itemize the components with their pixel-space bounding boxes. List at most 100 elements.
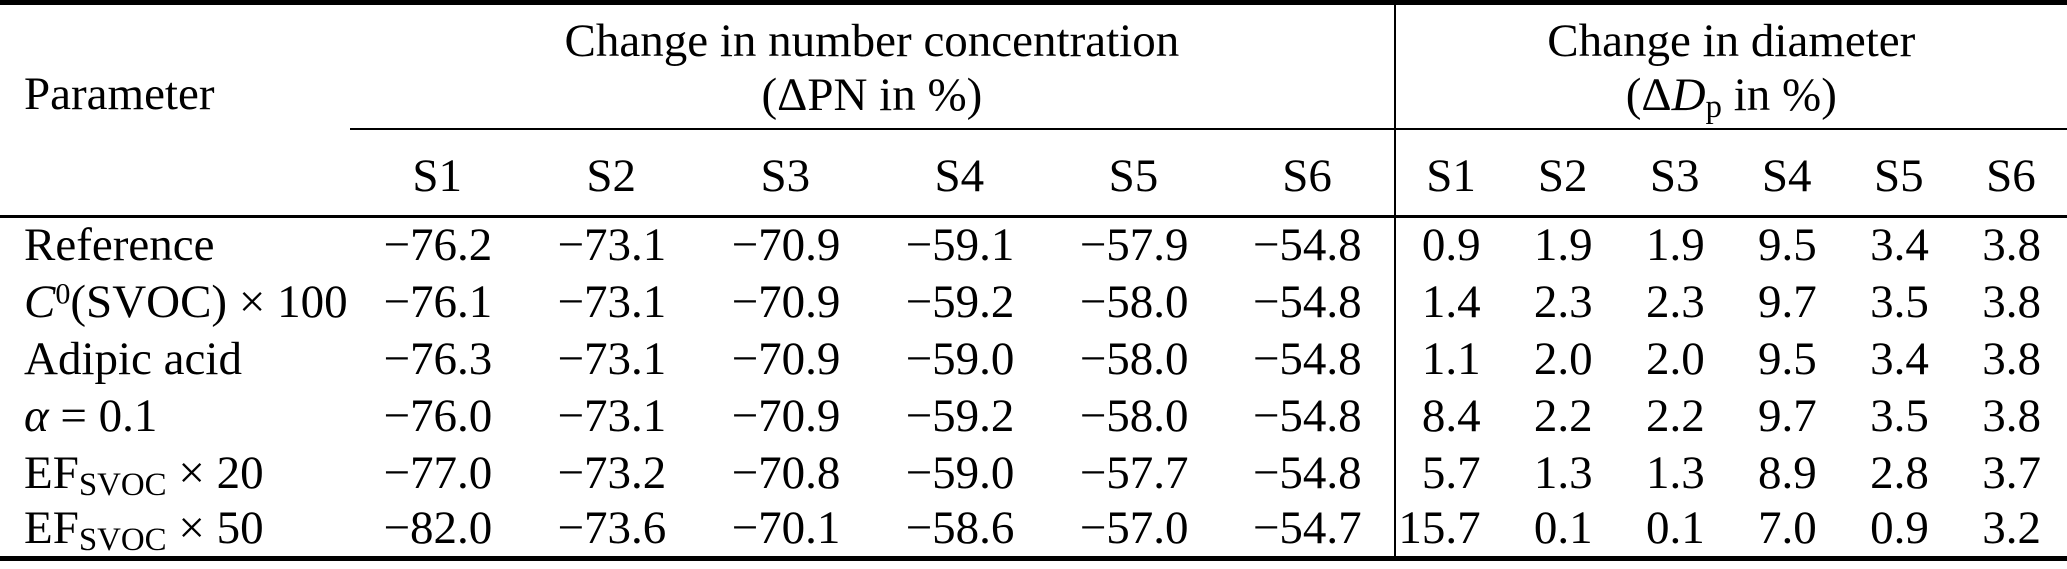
cell-dp-s6: 3.8 xyxy=(1982,389,2041,442)
cell-dp-s4: 9.5 xyxy=(1730,215,1843,274)
group-header-number-concentration-title: Change in number concentration xyxy=(564,15,1180,68)
cell-dp-s6: 3.8 xyxy=(1982,332,2041,385)
cell-dp-s3: 1.9 xyxy=(1618,215,1731,274)
cell-pn-s1: −76.2 xyxy=(350,215,525,274)
cell-pn-s1: −76.0 xyxy=(383,389,493,442)
cell-dp-s5: 0.9 xyxy=(1870,502,1929,555)
cell-dp-s4: 9.7 xyxy=(1758,389,1817,442)
cell-pn-s6: −54.7 xyxy=(1252,502,1362,555)
cell-dp-s5: 3.5 xyxy=(1870,389,1929,442)
cell-pn-s6: −54.8 xyxy=(1252,275,1362,328)
subcol-header-pn-s2: S2 xyxy=(586,150,637,203)
cell-dp-s2: 1.3 xyxy=(1533,446,1593,499)
subcol-header-dp-s3: S3 xyxy=(1649,150,1700,203)
group-header-number-concentration: Change in number concentration (ΔPN in %… xyxy=(350,2,1395,130)
subcol-header-dp-s2: S2 xyxy=(1537,150,1588,203)
cell-pn-s2: −73.1 xyxy=(557,332,667,385)
subcol-header-pn-s6: S6 xyxy=(1282,150,1332,203)
subcol-header-pn-s5: S5 xyxy=(1108,150,1159,203)
cell-dp-s5: 3.4 xyxy=(1842,215,1955,274)
cell-dp-s5: 2.8 xyxy=(1870,446,1929,499)
cell-dp-s5: 3.4 xyxy=(1870,332,1929,385)
cell-dp-s3: 1.3 xyxy=(1645,446,1705,499)
cell-pn-s5: −58.0 xyxy=(1079,389,1189,442)
cell-dp-s1: 1.4 xyxy=(1393,273,1507,331)
group-header-diameter-title: Change in diameter xyxy=(1547,15,1916,68)
cell-dp-s3: 2.0 xyxy=(1645,332,1705,385)
cell-pn-s4: −59.2 xyxy=(905,389,1015,442)
cell-dp-s1: 8.4 xyxy=(1393,387,1507,445)
cell-dp-s3: 0.1 xyxy=(1645,502,1705,555)
subcol-header-pn-s4: S4 xyxy=(934,150,985,203)
cell-pn-s1: −82.0 xyxy=(383,502,493,555)
cell-pn-s4: −59.0 xyxy=(905,446,1015,499)
group-header-diameter: Change in diameter (ΔDp in %) xyxy=(1393,2,2067,130)
column-header-parameter: Parameter xyxy=(24,68,215,120)
cell-pn-s5: −58.0 xyxy=(1079,332,1189,385)
table-row: Reference −76.2 −73.1 −70.9 −59.1 −57.9 −54.8 0… xyxy=(0,215,2067,274)
cell-dp-s6: 3.7 xyxy=(1982,446,2041,499)
cell-dp-s2: 0.1 xyxy=(1533,502,1593,555)
table-body: Reference −76.2 −73.1 −70.9 −59.1 −57.9 −54.8 0… xyxy=(0,215,2067,559)
row-label: EFSVOC × 50 xyxy=(24,502,264,559)
subcol-header-dp-s1: S1 xyxy=(1393,128,1507,217)
table-row: Adipic acid −76.3 −73.1 −70.9 −59.0 −58.0 −54.… xyxy=(0,330,2067,388)
table-row: EFSVOC × 20 −77.0 −73.2 −70.8 −59.0 −57.7 −54.… xyxy=(0,444,2067,503)
cell-dp-s2: 2.0 xyxy=(1533,332,1593,385)
table-row: C0(SVOC) × 100 −76.1 −73.1 −70.9 −59.2 −58.0 −… xyxy=(0,273,2067,331)
cell-dp-s3: 2.3 xyxy=(1645,275,1705,328)
cell-dp-s4: 7.0 xyxy=(1758,502,1817,555)
cell-dp-s4: 9.7 xyxy=(1758,275,1817,328)
row-label: α = 0.1 xyxy=(24,389,158,442)
cell-pn-s4: −58.6 xyxy=(905,502,1015,555)
cell-pn-s1: −76.1 xyxy=(383,275,493,328)
cell-dp-s4: 9.5 xyxy=(1758,332,1817,385)
cell-pn-s6: −54.8 xyxy=(1220,215,1395,274)
subcol-header-pn-s3: S3 xyxy=(760,150,811,203)
row-label: Adipic acid xyxy=(24,332,242,385)
cell-pn-s5: −57.0 xyxy=(1079,502,1189,555)
cell-dp-s5: 3.5 xyxy=(1870,275,1929,328)
cell-pn-s1: −77.0 xyxy=(383,446,493,499)
cell-pn-s4: −59.2 xyxy=(905,275,1015,328)
cell-pn-s3: −70.9 xyxy=(731,332,841,385)
cell-dp-s2: 2.2 xyxy=(1533,389,1593,442)
cell-pn-s6: −54.8 xyxy=(1252,332,1362,385)
subcol-header-dp-s5: S5 xyxy=(1873,150,1924,203)
scenario-subheader-row: S1 S2 S3 S4 S5 S6 S1 S2 S3 S4 S5 S6 xyxy=(0,128,2067,217)
cell-dp-s6: 3.8 xyxy=(1954,215,2067,274)
cell-dp-s1: 1.1 xyxy=(1393,330,1507,388)
cell-pn-s3: −70.8 xyxy=(731,446,841,499)
cell-pn-s3: −70.9 xyxy=(731,275,841,328)
subcol-header-pn-s1: S1 xyxy=(412,150,462,203)
cell-pn-s3: −70.9 xyxy=(698,215,873,274)
cell-dp-s1: 5.7 xyxy=(1393,444,1507,502)
cell-pn-s3: −70.1 xyxy=(731,502,841,555)
cell-pn-s5: −57.9 xyxy=(1046,215,1221,274)
cell-pn-s2: −73.1 xyxy=(557,275,667,328)
cell-dp-s6: 3.2 xyxy=(1982,502,2041,555)
cell-dp-s1: 15.7 xyxy=(1393,501,1507,559)
cell-pn-s2: −73.6 xyxy=(557,502,667,555)
row-label: EFSVOC × 20 xyxy=(24,446,264,503)
cell-dp-s4: 8.9 xyxy=(1758,446,1817,499)
cell-pn-s2: −73.2 xyxy=(557,446,667,499)
cell-pn-s6: −54.8 xyxy=(1252,389,1362,442)
cell-pn-s2: −73.1 xyxy=(524,215,699,274)
cell-dp-s1: 0.9 xyxy=(1393,215,1507,274)
table-row: α = 0.1 −76.0 −73.1 −70.9 −59.2 −58.0 −54.8 8.4… xyxy=(0,387,2067,445)
cell-dp-s2: 2.3 xyxy=(1533,275,1593,328)
cell-pn-s2: −73.1 xyxy=(557,389,667,442)
row-label: Reference xyxy=(0,215,351,274)
cell-pn-s4: −59.1 xyxy=(872,215,1047,274)
subcol-header-dp-s6: S6 xyxy=(1986,150,2036,203)
cell-pn-s6: −54.8 xyxy=(1252,446,1362,499)
cell-pn-s3: −70.9 xyxy=(731,389,841,442)
cell-pn-s1: −76.3 xyxy=(383,332,493,385)
row-label: C0(SVOC) × 100 xyxy=(24,275,348,328)
cell-dp-s3: 2.2 xyxy=(1645,389,1705,442)
cell-pn-s5: −57.7 xyxy=(1079,446,1189,499)
cell-pn-s4: −59.0 xyxy=(905,332,1015,385)
